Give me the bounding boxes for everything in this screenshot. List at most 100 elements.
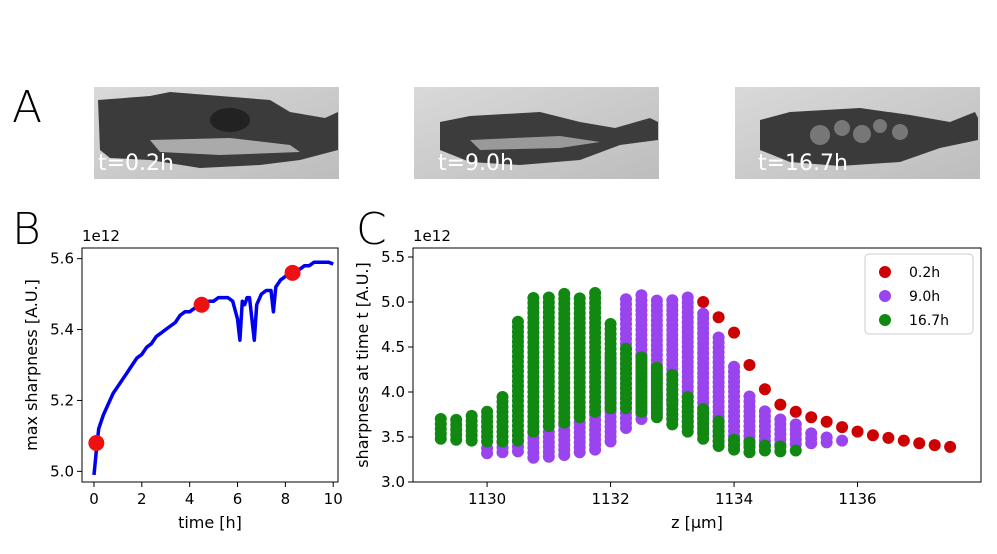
y-offset-label: 1e12 <box>413 227 451 245</box>
data-point <box>805 411 818 424</box>
y-tick-label: 5.0 <box>381 293 405 311</box>
data-point <box>666 294 679 307</box>
plot-frame <box>412 247 982 483</box>
chart-sharpness-vs-z: 1130 1132 1134 1136 3.0 3.5 4.0 4.5 5.0 5.5 z [μm]… <box>353 227 982 532</box>
data-point <box>758 439 771 452</box>
data-point <box>928 439 941 452</box>
y-tick-label: 5.6 <box>50 250 74 268</box>
data-point <box>944 440 957 453</box>
data-point <box>728 360 741 373</box>
x-tick-label: 10 <box>324 490 343 508</box>
y-axis-label: sharpness at time t [A.U.] <box>353 262 372 468</box>
series-16.7h <box>434 287 802 459</box>
legend-marker <box>879 266 891 278</box>
micrograph-2: t=9.0h <box>414 87 659 179</box>
y-tick-label: 4.5 <box>381 338 405 356</box>
x-tick-label: 1130 <box>468 490 506 508</box>
data-point <box>789 444 802 457</box>
crystal-highlight-2 <box>470 136 600 150</box>
panel-label-b: B <box>12 204 41 255</box>
data-point <box>774 398 787 411</box>
data-point <box>774 413 787 426</box>
sharpness-line <box>92 260 334 476</box>
y-offset-label: 1e12 <box>82 227 120 245</box>
data-point <box>635 351 648 364</box>
plot-frame <box>81 247 339 483</box>
data-point <box>728 326 741 339</box>
data-point <box>743 436 756 449</box>
y-tick-label: 3.0 <box>381 473 405 491</box>
data-point <box>851 425 864 438</box>
data-point <box>897 434 910 447</box>
data-point <box>496 390 509 403</box>
chart-max-sharpness: 0 2 4 6 8 10 5.0 5.2 5.4 5.6 time [h] max sharpness… <box>22 227 343 532</box>
data-point <box>650 361 663 374</box>
x-tick-label: 1136 <box>838 490 876 508</box>
data-point <box>758 405 771 418</box>
data-point <box>650 294 663 307</box>
data-point <box>820 431 833 444</box>
x-tick-label: 6 <box>233 490 243 508</box>
crystal-bubble <box>853 125 871 143</box>
legend-label: 16.7h <box>909 313 949 329</box>
data-point <box>589 287 602 299</box>
y-axis-label: max sharpness [A.U.] <box>22 279 41 451</box>
x-axis-label: time [h] <box>178 513 242 532</box>
y-tick-label: 4.0 <box>381 383 405 401</box>
data-point <box>558 287 571 300</box>
data-point <box>712 415 725 428</box>
data-point <box>681 390 694 403</box>
data-point <box>604 318 617 331</box>
data-point <box>697 296 710 308</box>
crystal-dark-spot-1 <box>210 108 250 132</box>
crystal-bubble <box>873 119 887 133</box>
data-point <box>450 413 463 426</box>
y-tick-label: 5.2 <box>50 391 74 409</box>
x-tick-label: 4 <box>185 490 195 508</box>
data-point <box>620 342 632 355</box>
legend-label: 9.0h <box>909 289 940 305</box>
data-point <box>620 293 632 306</box>
data-point <box>697 403 710 416</box>
timestamp-label-2: t=9.0h <box>438 151 514 176</box>
data-point <box>866 429 879 442</box>
micrograph-3: t=16.7h <box>735 87 980 179</box>
data-point <box>712 311 725 324</box>
data-point <box>789 405 802 418</box>
data-point <box>573 292 586 305</box>
micrograph-1: t=0.2h <box>94 87 339 179</box>
data-point <box>743 359 756 371</box>
panel-label-c: C <box>356 204 387 255</box>
panel-label-a: A <box>12 82 42 133</box>
data-point <box>542 291 555 304</box>
data-point <box>789 418 802 431</box>
x-axis-label: z [μm] <box>671 513 723 532</box>
time-point-marker <box>284 264 301 281</box>
data-point <box>712 331 725 344</box>
data-point <box>758 383 771 396</box>
x-tick-label: 8 <box>281 490 291 508</box>
x-tick-label: 0 <box>89 490 99 508</box>
data-point <box>774 440 787 453</box>
time-point-marker <box>88 435 105 451</box>
data-point <box>681 291 694 304</box>
timestamp-label-3: t=16.7h <box>758 151 848 176</box>
y-tick-label: 3.5 <box>381 428 405 446</box>
y-tick-label: 5.4 <box>50 321 74 339</box>
data-point <box>728 433 741 446</box>
data-point <box>511 315 524 328</box>
crystal-bubble <box>810 125 830 145</box>
time-point-marker <box>193 296 210 313</box>
legend-label: 0.2h <box>909 265 940 281</box>
legend-box <box>864 253 974 335</box>
data-point <box>820 415 833 428</box>
y-tick-label: 5.5 <box>381 248 405 266</box>
crystal-bubble <box>892 124 908 140</box>
data-point <box>836 434 849 447</box>
y-tick-label: 5.0 <box>50 462 74 480</box>
data-point <box>635 289 648 302</box>
data-point <box>836 421 849 434</box>
data-point <box>434 413 447 425</box>
data-point <box>527 291 540 304</box>
data-point <box>882 431 895 444</box>
